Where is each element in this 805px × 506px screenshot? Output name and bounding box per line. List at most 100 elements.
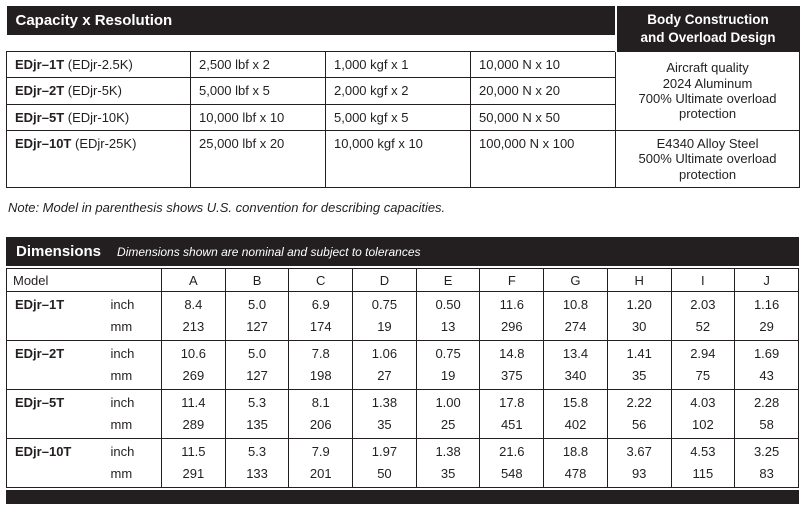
model-name: EDjr–10T [15,136,72,152]
model-cell: EDjr–2T (EDjr-5K) [6,77,191,105]
mm-value: 75 [695,368,711,384]
capacity-lbf-cell: 5,000 lbf x 5 [190,77,326,105]
inch-value: 1.97 [371,444,398,460]
inch-value: 1.16 [753,297,780,313]
inch-value: 0.75 [435,346,461,362]
inch-value: 2.94 [690,346,716,362]
mm-value: 451 [500,417,523,433]
dim-h-cell: 1.41 35 [606,340,672,391]
inch-value: 11.5 [181,444,206,460]
mm-value: 29 [759,319,774,335]
dim-f-cell: 11.6 296 [479,291,545,342]
dim-a-cell: 11.4 289 [161,389,226,440]
inch-value: 5.0 [248,346,267,362]
column-header-h: H [606,268,672,293]
column-header-a: A [161,268,226,293]
dim-f-cell: 21.6 548 [479,438,545,489]
model-cell: EDjr–5T (EDjr-10K) [6,103,191,132]
inch-value: 5.0 [248,297,267,313]
column-header-b: B [224,268,290,293]
dim-d-cell: 1.38 35 [352,389,417,440]
model-paren: (EDjr-5K) [67,83,122,99]
capacity-row-edjr-10t: EDjr–10T (EDjr-25K) 25,000 lbf x 20 10,0… [6,130,801,189]
capacity-row-edjr-5t: EDjr–5T (EDjr-10K) 10,000 lbf x 10 5,000… [6,103,800,132]
dim-b-cell: 5.0 127 [224,340,290,391]
dim-c-cell: 8.1 206 [288,389,354,440]
capacity-header-cell: Capacity x Resolution [6,6,616,52]
inch-value: 13.4 [562,346,589,362]
inch-value: 7.9 [311,444,330,460]
inch-value: 8.4 [184,297,203,313]
mm-value: 93 [631,466,647,482]
dimensions-row-edjr-5t: EDjr–5T inch mm 11.4 289 5.3 135 8.1 206… [6,389,799,440]
inch-value: 3.67 [626,444,652,460]
dim-h-cell: 2.22 56 [606,389,672,440]
capacity-lbf-cell: 10,000 lbf x 10 [190,103,326,132]
inch-value: 1.20 [626,297,652,313]
model-paren: (EDjr-10K) [67,109,130,125]
capacity-kgf-cell: 10,000 kgf x 10 [325,130,471,189]
dim-c-cell: 7.8 198 [288,340,354,391]
capacity-newton-cell: 50,000 N x 50 [469,103,617,132]
inch-value: 18.8 [562,444,589,460]
dim-f-cell: 17.8 451 [479,389,545,440]
capacity-newton-cell: 20,000 N x 20 [469,77,617,105]
dimensions-row-edjr-10t: EDjr–10T inch mm 11.5 291 5.3 133 7.9 20… [6,438,799,489]
mm-value: 13 [440,319,456,335]
model-cell: EDjr–1T [6,291,101,342]
inch-value: 2.28 [753,395,780,411]
unit-cell: inch mm [100,291,163,342]
capacity-row-edjr-2t: EDjr–2T (EDjr-5K) 5,000 lbf x 5 2,000 kg… [6,77,800,105]
dim-b-cell: 5.3 135 [224,389,290,440]
dimensions-header-row: Model A B C D E F G H I J [5,268,799,293]
mm-value: 50 [377,466,392,482]
model-cell: EDjr–10T (EDjr-25K) [6,130,191,189]
model-paren: (EDjr-25K) [75,136,137,152]
steel-construction-cell: E4340 Alloy Steel 500% Ultimate overload… [615,130,801,189]
model-cell: EDjr–1T (EDjr-2.5K) [6,51,191,79]
unit-inch-label: inch [110,444,135,460]
mm-value: 83 [759,466,774,482]
mm-value: 201 [309,466,332,482]
model-paren: (EDjr-2.5K) [67,57,133,73]
mm-value: 133 [246,466,268,482]
dim-j-cell: 3.25 83 [734,438,799,489]
dim-e-cell: 0.50 13 [415,291,481,342]
dim-i-cell: 2.94 75 [670,340,736,391]
inch-value: 17.8 [499,395,525,411]
dimensions-row-edjr-1t: EDjr–1T inch mm 8.4 213 5.0 127 6.9 174 … [6,291,799,342]
inch-value: 11.4 [181,395,206,411]
dim-g-cell: 18.8 478 [543,438,608,489]
model-name: EDjr–2T [15,83,65,99]
dim-h-cell: 3.67 93 [606,438,672,489]
dimensions-header-bar: Dimensions Dimensions shown are nominal … [6,237,799,267]
unit-inch-label: inch [110,297,135,313]
dim-d-cell: 1.97 50 [352,438,417,489]
dimensions-table: Model A B C D E F G H I J EDjr–1T inch m… [5,268,799,489]
inch-value: 8.1 [311,395,330,411]
mm-value: 135 [246,417,268,433]
capacity-row-edjr-1t: EDjr–1T (EDjr-2.5K) 2,500 lbf x 2 1,000 … [6,51,801,132]
inch-value: 3.25 [753,444,780,460]
capacity-lbf-cell: 2,500 lbf x 2 [190,51,326,79]
dim-h-cell: 1.20 30 [606,291,672,342]
dim-e-cell: 1.00 25 [415,389,481,440]
unit-mm-label: mm [110,417,133,433]
inch-value: 10.6 [180,346,207,362]
steel-line1: E4340 Alloy Steel [656,136,759,152]
model-cell: EDjr–10T [6,438,101,489]
model-cell: EDjr–5T [6,389,101,440]
body-construction-header-line2: and Overload Design [640,29,776,45]
inch-value: 0.50 [435,297,461,313]
dim-i-cell: 4.53 115 [670,438,736,489]
inch-value: 1.38 [435,444,461,460]
capacity-lbf-cell: 25,000 lbf x 20 [190,130,326,189]
inch-value: 5.3 [248,395,267,411]
capacity-kgf-cell: 1,000 kgf x 1 [325,51,471,79]
dim-b-cell: 5.0 127 [224,291,290,342]
inch-value: 1.41 [626,346,652,362]
mm-value: 213 [182,319,205,335]
mm-value: 35 [377,417,392,433]
aluminum-line1: Aircraft quality [666,60,749,76]
column-header-g: G [543,268,608,293]
